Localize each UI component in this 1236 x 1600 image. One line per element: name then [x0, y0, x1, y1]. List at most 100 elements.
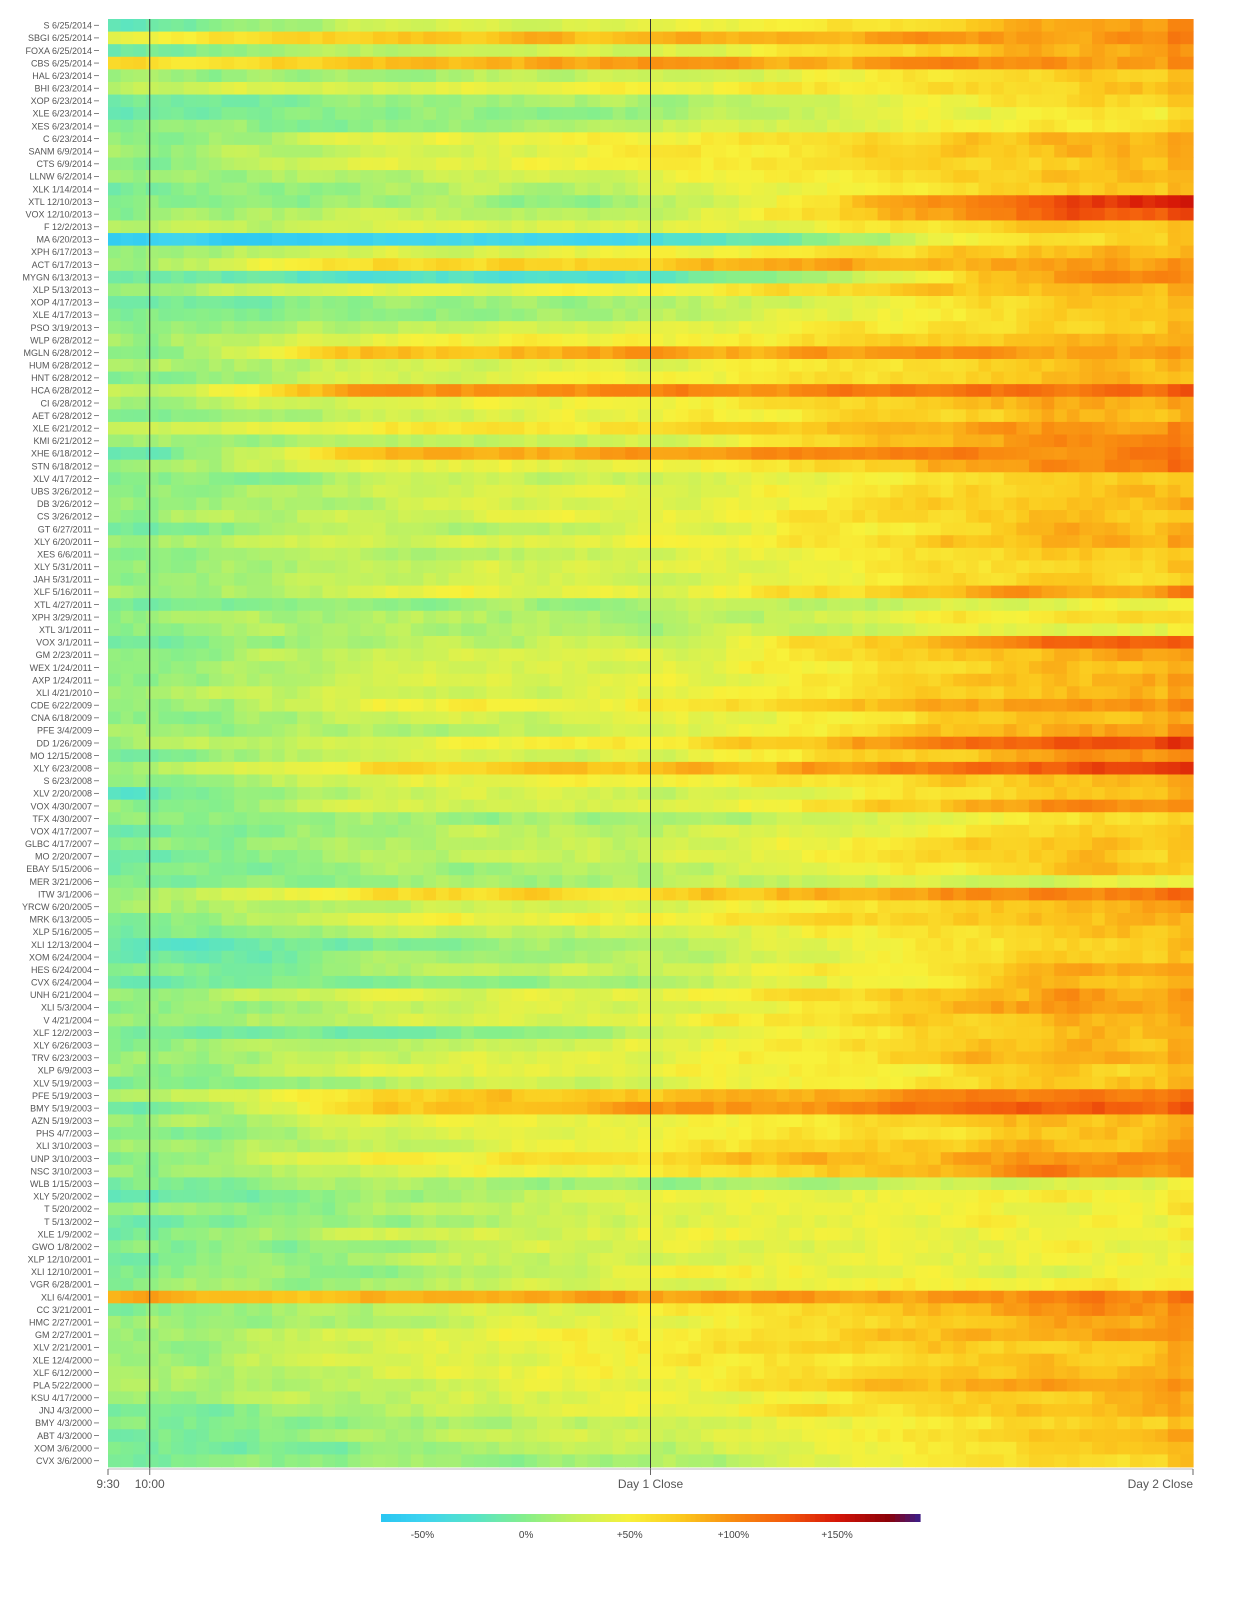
heatmap-cell — [259, 610, 273, 624]
heatmap-cell — [637, 673, 652, 687]
heatmap-cell — [637, 182, 652, 196]
heatmap-cell — [738, 195, 753, 209]
heatmap-cell — [562, 119, 576, 133]
heatmap-cell — [1092, 182, 1106, 196]
heatmap-cell — [726, 220, 740, 234]
heatmap-cell — [688, 686, 702, 700]
heatmap-cell — [663, 31, 677, 45]
heatmap-cell — [436, 673, 450, 687]
heatmap-cell — [1066, 434, 1081, 448]
heatmap-cell — [347, 170, 361, 184]
heatmap-cell — [524, 560, 538, 574]
heatmap-cell — [1016, 308, 1030, 322]
heatmap-cell — [864, 346, 879, 360]
heatmap-cell — [1079, 258, 1093, 272]
heatmap-cell — [1180, 69, 1194, 83]
heatmap-cell — [208, 94, 223, 108]
heatmap-cell — [473, 119, 488, 133]
heatmap-cell — [877, 409, 891, 423]
heatmap-cell — [1041, 170, 1055, 184]
heatmap-cell — [751, 270, 765, 284]
heatmap-cell — [284, 94, 298, 108]
heatmap-cell — [587, 81, 601, 95]
heatmap-cell — [398, 610, 412, 624]
heatmap-cell — [789, 270, 803, 284]
heatmap-cell — [549, 522, 563, 536]
heatmap-cell — [549, 484, 563, 498]
heatmap-cell — [158, 258, 172, 272]
heatmap-cell — [423, 31, 437, 45]
heatmap-cell — [789, 182, 803, 196]
heatmap-cell — [688, 308, 702, 322]
heatmap-cell — [764, 573, 778, 587]
heatmap-cell — [436, 711, 450, 725]
heatmap-cell — [852, 270, 866, 284]
heatmap-cell — [625, 207, 639, 221]
heatmap-cell — [133, 724, 147, 738]
heatmap-cell — [764, 610, 778, 624]
heatmap-cell — [208, 56, 223, 70]
heatmap-cell — [928, 132, 942, 146]
heatmap-cell — [562, 195, 576, 209]
heatmap-cell — [536, 497, 551, 511]
heatmap-cell — [158, 384, 172, 398]
heatmap-cell — [1028, 598, 1043, 612]
heatmap-cell — [852, 195, 866, 209]
heatmap-cell — [965, 560, 980, 574]
heatmap-cell — [372, 623, 387, 637]
heatmap-cell — [108, 81, 122, 95]
heatmap-cell — [1092, 296, 1106, 309]
heatmap-cell — [1155, 434, 1169, 448]
heatmap-cell — [1129, 283, 1144, 297]
heatmap-cell — [473, 547, 488, 561]
heatmap-cell — [764, 69, 778, 83]
heatmap-cell — [801, 598, 816, 612]
heatmap-cell — [928, 170, 942, 184]
heatmap-cell — [574, 560, 589, 574]
heatmap-cell — [726, 195, 740, 209]
heatmap-cell — [940, 308, 954, 322]
heatmap-cell — [953, 346, 967, 360]
heatmap-cell — [1054, 635, 1068, 649]
heatmap-cell — [965, 673, 980, 687]
heatmap-cell — [486, 358, 500, 372]
heatmap-cell — [965, 384, 980, 398]
heatmap-cell — [1117, 333, 1131, 347]
heatmap-cell — [852, 635, 866, 649]
heatmap-cell — [852, 459, 866, 473]
heatmap-cell — [839, 333, 853, 347]
heatmap-cell — [536, 157, 551, 171]
heatmap-cell — [158, 648, 172, 662]
heatmap-cell — [221, 673, 235, 687]
heatmap-cell — [486, 673, 500, 687]
heatmap-cell — [1167, 585, 1181, 599]
heatmap-cell — [1066, 686, 1081, 700]
heatmap-cell — [688, 195, 702, 209]
heatmap-cell — [940, 396, 954, 410]
heatmap-cell — [549, 233, 563, 247]
heatmap-cell — [398, 484, 412, 498]
heatmap-cell — [852, 711, 866, 725]
heatmap-cell — [1028, 119, 1043, 133]
heatmap-cell — [700, 44, 715, 58]
heatmap-cell — [423, 245, 437, 259]
heatmap-cell — [587, 661, 601, 675]
heatmap-cell — [335, 585, 349, 599]
heatmap-cell — [1066, 56, 1081, 70]
heatmap-cell — [814, 421, 828, 435]
heatmap-cell — [776, 233, 790, 247]
heatmap-cell — [953, 245, 967, 259]
heatmap-cell — [120, 44, 134, 58]
heatmap-cell — [246, 170, 260, 184]
heatmap-cell — [801, 673, 816, 687]
heatmap-cell — [448, 44, 462, 58]
heatmap-cell — [1003, 144, 1017, 158]
heatmap-cell — [448, 358, 462, 372]
heatmap-cell — [436, 598, 450, 612]
heatmap-cell — [272, 81, 286, 95]
heatmap-cell — [738, 170, 753, 184]
heatmap-cell — [133, 270, 147, 284]
heatmap-cell — [713, 635, 727, 649]
heatmap-cell — [335, 698, 349, 712]
heatmap-cell — [814, 724, 828, 738]
